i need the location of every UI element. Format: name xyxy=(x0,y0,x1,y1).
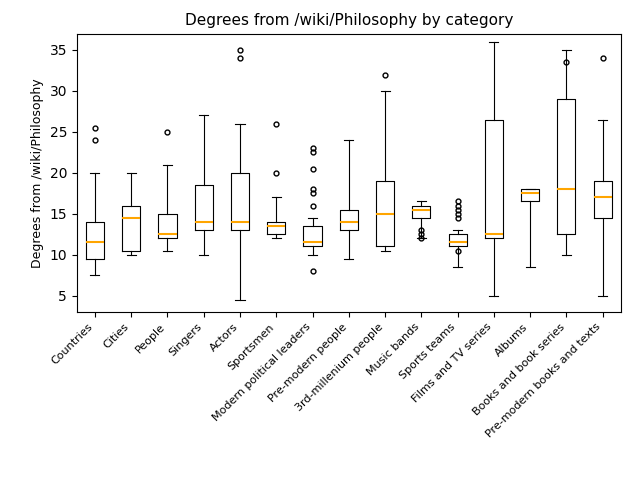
Title: Degrees from /wiki/Philosophy by category: Degrees from /wiki/Philosophy by categor… xyxy=(184,13,513,28)
Y-axis label: Degrees from /wiki/Philosophy: Degrees from /wiki/Philosophy xyxy=(31,78,44,268)
